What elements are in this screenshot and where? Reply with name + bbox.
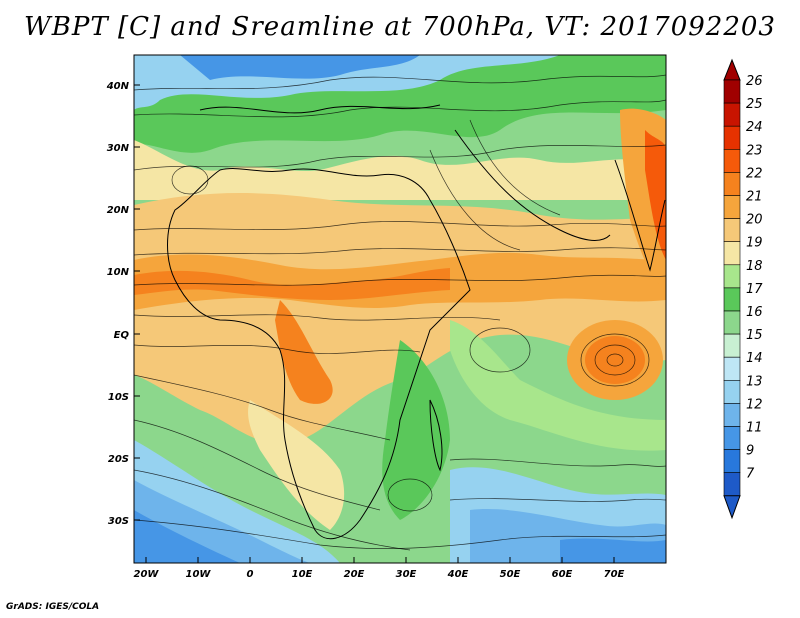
colorbar-swatch [723,218,741,243]
colorbar-label: 26 [746,74,763,89]
credit-label: GrADS: IGES/COLA [6,602,100,612]
colorbar-label: 19 [746,236,763,251]
colorbar-swatch [723,403,741,427]
colorbar-swatch [723,287,741,312]
lon-label: 20W [134,569,160,580]
lon-axis: 20W 10W 0 10E 20E 30E 40E 50E 60E 70E [134,569,625,580]
colorbar-swatch [723,125,741,150]
map-frame [133,54,667,564]
colorbar-label: 18 [746,259,763,274]
lat-label: 10S [108,392,129,403]
lon-label: 70E [604,569,625,580]
colorbar-label: 17 [746,282,763,297]
lon-label: 30E [396,569,417,580]
coastlines [167,104,666,540]
colorbar-swatch [723,426,741,450]
colorbar-swatch [723,472,741,497]
colorbar-swatch [723,102,741,127]
chart-title: WBPT [C] and Sreamline at 700hPa, VT: 20… [24,12,776,42]
colorbar-top-arrow [723,58,741,81]
colorbar-swatch [723,264,741,289]
lat-label: 10N [107,267,130,278]
lat-label: 20S [108,454,129,465]
colorbar-label: 14 [746,351,763,366]
colorbar-label: 25 [746,97,763,112]
colorbar-label: 16 [746,305,763,320]
colorbar-swatch [723,333,741,358]
colorbar-swatch [723,310,741,335]
lat-label: EQ [114,330,130,341]
lat-label: 20N [107,205,130,216]
lon-label: 50E [500,569,521,580]
lat-label: 30S [108,516,129,527]
colorbar-label: 24 [746,120,763,135]
colorbar-label: 22 [746,166,763,181]
lon-label: 60E [552,569,573,580]
colorbar-label: 12 [746,397,763,412]
colorbar-bottom-arrow [723,495,741,520]
colorbar-swatch [723,149,741,173]
colorbar-label: 7 [746,467,755,482]
colorbar-swatch [723,79,741,104]
colorbar-swatch [723,195,741,219]
colorbar-swatch [723,172,741,196]
axis-ticks [134,84,615,563]
lon-label: 10E [292,569,313,580]
wbpt-field [134,55,666,563]
lat-label: 40N [106,81,130,92]
lon-label: 20E [344,569,365,580]
colorbar-label: 20 [746,213,763,228]
lat-label: 30N [107,143,130,154]
colorbar-label: 13 [746,374,763,389]
colorbar: 26 25 24 23 22 21 20 19 18 17 16 15 14 13 12 11 9 7 [723,58,763,520]
lon-label: 10W [186,569,212,580]
colorbar-label: 23 [746,143,763,158]
colorbar-label: 15 [746,328,763,343]
colorbar-swatch [723,356,741,381]
lon-label: 40E [447,569,469,580]
colorbar-swatch [723,241,741,266]
lat-axis: 40N 30N 20N 10N EQ 10S 20S 30S [106,81,130,527]
colorbar-label: 11 [746,421,763,436]
lon-label: 0 [247,569,254,580]
colorbar-swatch [723,449,741,474]
streamlines [134,74,666,551]
colorbar-swatch [723,379,741,404]
colorbar-label: 21 [746,190,763,205]
colorbar-label: 9 [746,444,754,459]
